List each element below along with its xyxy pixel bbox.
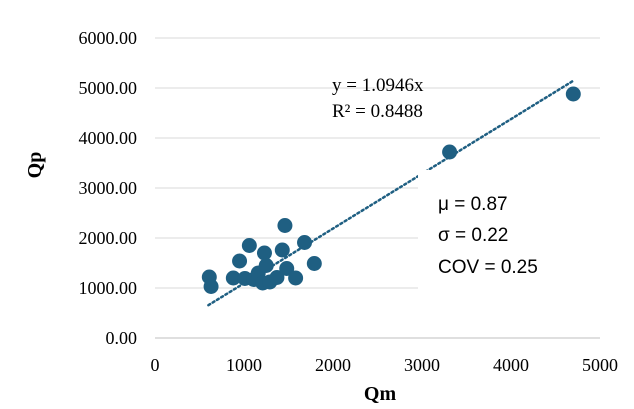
y-tick-label: 4000.00	[79, 128, 138, 148]
data-point	[269, 270, 285, 285]
data-point	[274, 242, 290, 258]
data-points	[201, 86, 581, 294]
x-tick-label: 1000	[226, 355, 262, 375]
y-tick-label: 1000.00	[79, 278, 138, 298]
data-point	[258, 258, 274, 273]
y-tick-label: 6000.00	[79, 28, 138, 48]
data-point	[297, 235, 313, 250]
x-tick-label: 0	[151, 355, 160, 375]
data-point	[241, 238, 257, 253]
data-point	[279, 261, 295, 276]
y-axis-title: Qp	[24, 152, 46, 179]
data-point	[277, 218, 293, 233]
cov-label: COV = 0.25	[438, 257, 538, 278]
x-tick-label: 4000	[493, 355, 529, 375]
data-point	[232, 253, 248, 269]
sigma-label: σ = 0.22	[438, 225, 508, 246]
trendline-equation: y = 1.0946x	[332, 75, 424, 96]
data-point	[203, 279, 219, 294]
y-tick-label: 5000.00	[79, 78, 138, 98]
r-squared-label: R² = 0.8488	[332, 101, 423, 122]
x-tick-label: 3000	[404, 355, 440, 375]
stats-box	[418, 170, 600, 295]
mu-label: μ = 0.87	[438, 194, 508, 215]
gridlines	[155, 37, 600, 289]
y-tick-label: 2000.00	[79, 228, 138, 248]
x-tick-label: 5000	[582, 355, 618, 375]
data-point	[288, 270, 304, 286]
data-point	[442, 144, 458, 160]
x-axis-title: Qm	[364, 383, 397, 404]
x-tick-label: 2000	[315, 355, 351, 375]
data-point	[565, 86, 581, 102]
data-point	[225, 270, 241, 286]
y-tick-label: 0.00	[106, 328, 138, 348]
y-tick-label: 3000.00	[79, 178, 138, 198]
tick-labels: 0.00 1000.00 2000.00 3000.00 4000.00 5000.00 6…	[79, 28, 619, 375]
data-point	[256, 245, 272, 261]
data-point	[306, 256, 322, 271]
